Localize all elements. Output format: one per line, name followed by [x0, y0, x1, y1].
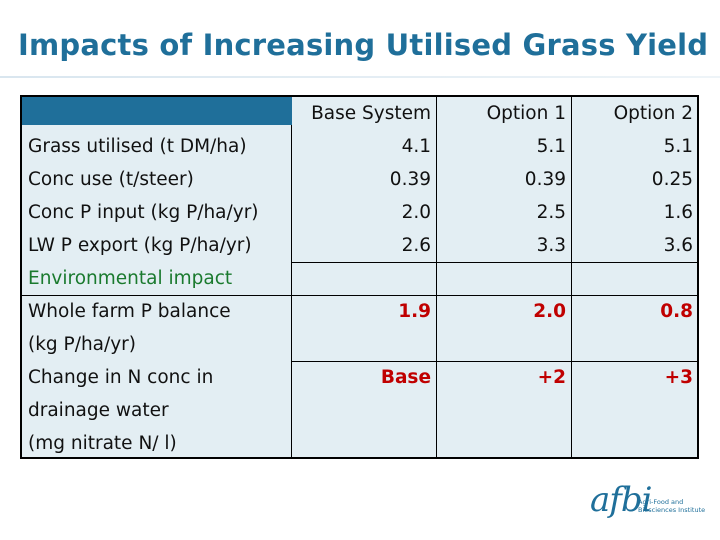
- title-divider: [0, 76, 720, 78]
- row-label-n-conc-line1: Change in N conc in: [28, 367, 214, 388]
- cell-lw-p-opt2: 3.6: [663, 235, 693, 256]
- row-label-conc-use: Conc use (t/steer): [28, 169, 194, 190]
- afbi-logo: afbi Agri-Food and Biosciences Institute: [590, 480, 710, 530]
- header-option-1: Option 1: [486, 103, 566, 124]
- logo-wordmark: afbi: [590, 480, 652, 520]
- row-label-n-conc-line3: (mg nitrate N/ l): [28, 433, 177, 454]
- cell-grass-base: 4.1: [401, 136, 431, 157]
- cell-p-balance-opt2: 0.8: [660, 301, 693, 322]
- row-divider: [22, 295, 699, 296]
- cell-p-balance-opt1: 2.0: [533, 301, 566, 322]
- base-system-column: [292, 97, 437, 457]
- row-divider: [292, 262, 699, 263]
- option-1-column: [437, 97, 572, 457]
- row-divider: [292, 361, 699, 362]
- page-title: Impacts of Increasing Utilised Grass Yie…: [18, 28, 709, 62]
- cell-lw-p-base: 2.6: [401, 235, 431, 256]
- cell-n-conc-base: Base: [380, 367, 431, 388]
- section-label-environmental-impact: Environmental impact: [28, 268, 233, 289]
- cell-n-conc-opt2: +3: [664, 367, 693, 388]
- cell-p-balance-base: 1.9: [398, 301, 431, 322]
- cell-conc-p-base: 2.0: [401, 202, 431, 223]
- comparison-table: Base System Option 1 Option 2 Grass util…: [20, 95, 699, 459]
- logo-subtitle-line2: Biosciences Institute: [638, 506, 706, 514]
- label-column: [22, 97, 292, 457]
- header-bar: [22, 97, 292, 125]
- cell-lw-p-opt1: 3.3: [536, 235, 566, 256]
- cell-n-conc-opt1: +2: [537, 367, 566, 388]
- cell-conc-use-opt1: 0.39: [524, 169, 566, 190]
- cell-conc-p-opt2: 1.6: [663, 202, 693, 223]
- row-label-p-balance-line2: (kg P/ha/yr): [28, 334, 137, 355]
- row-label-n-conc-line2: drainage water: [28, 400, 169, 421]
- row-label-lw-p-export: LW P export (kg P/ha/yr): [28, 235, 252, 256]
- cell-grass-opt2: 5.1: [663, 136, 693, 157]
- row-label-p-balance-line1: Whole farm P balance: [28, 301, 231, 322]
- logo-subtitle-line1: Agri-Food and: [638, 498, 684, 506]
- cell-grass-opt1: 5.1: [536, 136, 566, 157]
- header-base-system: Base System: [311, 103, 431, 124]
- row-label-grass-utilised: Grass utilised (t DM/ha): [28, 136, 247, 157]
- row-label-conc-p-input: Conc P input (kg P/ha/yr): [28, 202, 259, 223]
- cell-conc-use-opt2: 0.25: [651, 169, 693, 190]
- cell-conc-use-base: 0.39: [389, 169, 431, 190]
- header-option-2: Option 2: [613, 103, 693, 124]
- cell-conc-p-opt1: 2.5: [536, 202, 566, 223]
